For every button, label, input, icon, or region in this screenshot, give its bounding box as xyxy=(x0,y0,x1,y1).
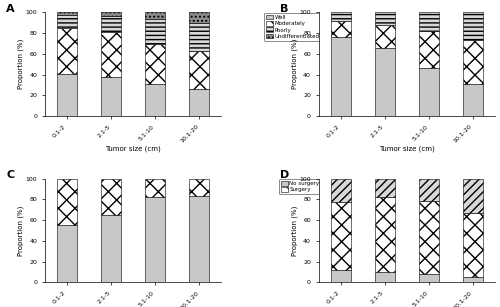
Y-axis label: Proportion (%): Proportion (%) xyxy=(18,39,25,89)
X-axis label: Tumor size (cm): Tumor size (cm) xyxy=(379,146,434,152)
Bar xyxy=(101,215,121,282)
Bar xyxy=(330,12,350,21)
Bar xyxy=(190,179,210,196)
Bar xyxy=(330,270,350,282)
Bar xyxy=(101,17,121,32)
Bar xyxy=(190,23,210,51)
Y-axis label: Proportion (%): Proportion (%) xyxy=(18,205,25,256)
Bar xyxy=(101,32,121,77)
Text: B: B xyxy=(280,4,288,14)
Bar xyxy=(375,179,394,197)
Bar xyxy=(330,21,350,37)
Bar xyxy=(419,31,439,68)
Bar xyxy=(330,202,350,270)
Bar xyxy=(419,179,439,201)
Bar xyxy=(190,196,210,282)
Bar xyxy=(57,12,77,15)
X-axis label: Tumor size (cm): Tumor size (cm) xyxy=(106,146,161,152)
Bar xyxy=(419,68,439,116)
Bar xyxy=(375,197,394,272)
Y-axis label: Proportion (%): Proportion (%) xyxy=(292,205,298,256)
Y-axis label: Proportion (%): Proportion (%) xyxy=(292,39,298,89)
Bar xyxy=(375,25,394,48)
Text: A: A xyxy=(6,4,15,14)
Bar xyxy=(463,12,483,40)
Bar xyxy=(146,197,165,282)
Bar xyxy=(330,179,350,202)
Bar xyxy=(101,179,121,215)
Bar xyxy=(463,40,483,84)
Bar xyxy=(190,89,210,116)
Bar xyxy=(146,12,165,18)
Bar xyxy=(375,12,394,25)
Bar xyxy=(419,274,439,282)
Bar xyxy=(57,225,77,282)
Bar xyxy=(375,272,394,282)
Bar xyxy=(146,18,165,45)
Bar xyxy=(146,45,165,84)
Bar xyxy=(101,12,121,17)
Legend: No surgery, Surgery: No surgery, Surgery xyxy=(280,179,321,194)
Bar xyxy=(463,179,483,213)
Bar xyxy=(146,179,165,197)
Legend: Well, Moderately, Poorly, Undifferentiated: Well, Moderately, Poorly, Undifferentiat… xyxy=(264,13,321,41)
Bar xyxy=(101,77,121,116)
Bar xyxy=(463,84,483,116)
Bar xyxy=(146,84,165,116)
Bar xyxy=(190,51,210,89)
Bar xyxy=(57,74,77,116)
Bar xyxy=(57,15,77,28)
Bar xyxy=(57,179,77,225)
Bar xyxy=(419,201,439,274)
Bar xyxy=(57,28,77,74)
Text: D: D xyxy=(280,170,289,180)
Bar xyxy=(463,213,483,277)
Bar xyxy=(190,12,210,23)
Bar xyxy=(375,48,394,116)
Bar xyxy=(330,37,350,116)
Bar xyxy=(463,277,483,282)
Bar xyxy=(419,12,439,31)
Text: C: C xyxy=(6,170,14,180)
